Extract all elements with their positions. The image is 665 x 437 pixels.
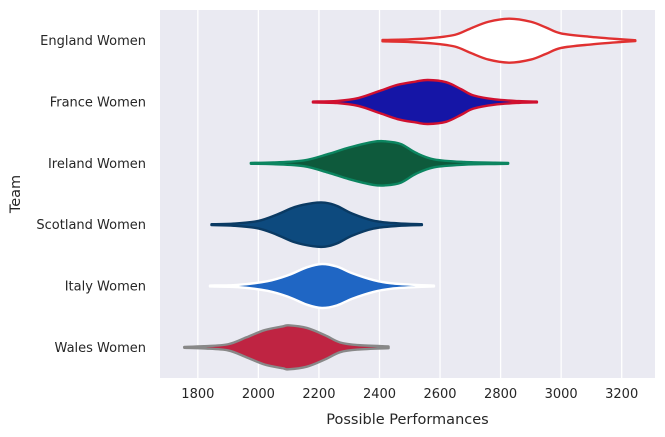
violin-france-women — [311, 78, 539, 126]
y-tick-label: Ireland Women — [48, 157, 146, 172]
x-tick-label: 2200 — [302, 387, 335, 402]
violin-wales-women — [183, 324, 390, 371]
x-tick-label: 3200 — [605, 387, 638, 402]
x-axis-label: Possible Performances — [326, 412, 488, 428]
plot-background — [160, 10, 655, 378]
y-tick-label: France Women — [50, 96, 146, 111]
y-tick-label: England Women — [40, 34, 146, 49]
y-tick-label: Scotland Women — [36, 218, 146, 233]
violin-ireland-women — [249, 139, 510, 187]
violin-england-women — [381, 17, 637, 64]
y-tick-labels: England Women France Women Ireland Women Sc… — [36, 34, 146, 356]
violin-scotland-women — [210, 201, 424, 249]
x-tick-label: 3000 — [545, 387, 578, 402]
y-axis-label: Team — [8, 175, 24, 214]
grid-lines — [197, 10, 623, 378]
violin-italy-women — [208, 262, 436, 310]
x-tick-label: 2400 — [363, 387, 396, 402]
x-tick-labels: 1800 2000 2200 2400 2600 2800 3000 3200 — [181, 387, 638, 402]
x-tick-label: 1800 — [181, 387, 214, 402]
x-tick-label: 2800 — [484, 387, 517, 402]
plot-area — [160, 10, 655, 378]
violins — [183, 17, 637, 371]
x-tick-label: 2600 — [423, 387, 456, 402]
y-tick-label: Italy Women — [65, 280, 146, 295]
x-tick-label: 2000 — [242, 387, 275, 402]
y-tick-label: Wales Women — [55, 341, 146, 356]
